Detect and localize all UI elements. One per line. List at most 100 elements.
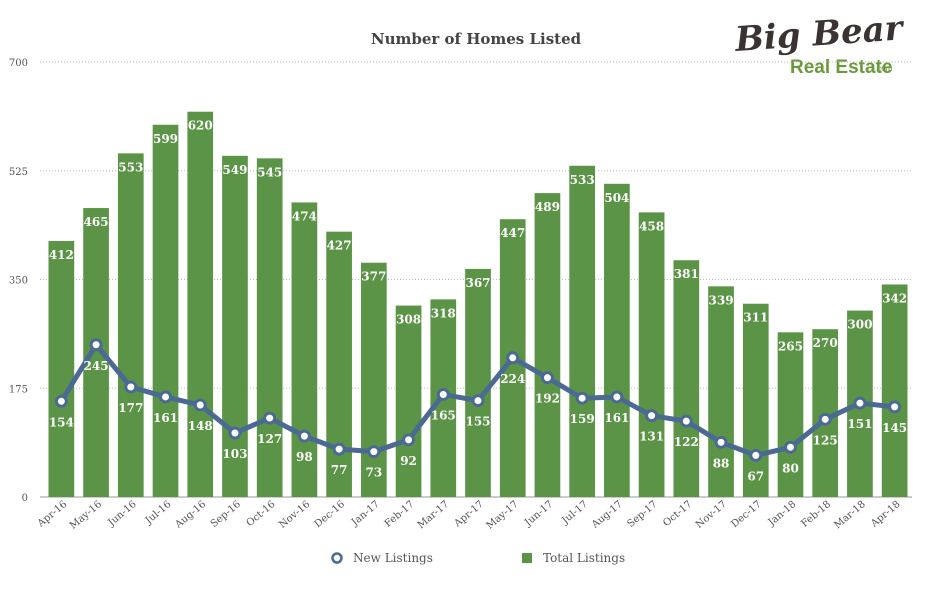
x-tick-label: Jul-16 <box>143 499 174 527</box>
bar <box>708 286 734 497</box>
line-point <box>679 414 693 428</box>
line-point <box>714 435 728 449</box>
bar-value-label: 265 <box>778 339 803 353</box>
bar <box>326 231 352 497</box>
line-point <box>540 371 554 385</box>
x-tick-label: Aug-17 <box>589 499 625 531</box>
logo-subtitle: Real Estate <box>790 57 892 78</box>
x-tick-label: Jul-17 <box>559 499 590 527</box>
x-tick-label: Oct-16 <box>245 499 278 529</box>
line-point <box>471 394 485 408</box>
line-value-label: 125 <box>813 433 838 447</box>
chart-title: Number of Homes Listed <box>371 30 582 48</box>
legend-marker-total-listings <box>522 553 532 563</box>
line-value-label: 245 <box>84 359 109 373</box>
line-point <box>193 398 207 412</box>
bar <box>534 193 561 497</box>
line-point <box>610 390 624 404</box>
bar-value-label: 458 <box>639 219 664 233</box>
bar-value-label: 553 <box>118 160 143 174</box>
x-tick-label: Nov-17 <box>694 499 729 531</box>
bar-value-label: 339 <box>709 293 734 307</box>
bar-value-label: 599 <box>153 132 178 146</box>
line-value-label: 77 <box>331 463 348 477</box>
line-point <box>436 387 450 401</box>
line-value-label: 151 <box>847 417 872 431</box>
y-axis: 0 175 350 525 700 <box>9 58 28 504</box>
line-value-label: 131 <box>639 430 664 444</box>
line-value-label: 192 <box>535 392 560 406</box>
x-tick-label: Sep-17 <box>625 499 659 530</box>
legend-item-new-listings[interactable]: New Listings <box>331 551 433 565</box>
x-tick-label: Dec-17 <box>729 499 763 530</box>
bar-value-label: 300 <box>847 318 872 332</box>
x-tick-label: Mar-18 <box>832 499 867 531</box>
bar-series <box>48 111 908 498</box>
line-value-label: 103 <box>222 447 247 461</box>
bar-value-label: 489 <box>535 200 560 214</box>
x-tick-label: Feb-18 <box>799 499 833 530</box>
line-series <box>54 338 902 462</box>
x-tick-label: Jan-18 <box>766 499 799 529</box>
line-point <box>575 391 589 405</box>
line-point <box>367 445 381 459</box>
bar <box>360 262 387 497</box>
legend-label-new-listings: New Listings <box>353 551 433 565</box>
x-tick-label: May-16 <box>68 499 104 532</box>
line-value-label: 145 <box>882 421 907 435</box>
bar <box>673 260 700 497</box>
legend-item-total-listings[interactable]: Total Listings <box>522 551 625 565</box>
line-point <box>888 400 902 414</box>
bar <box>291 202 318 497</box>
bar-value-label: 412 <box>49 248 74 262</box>
line-point <box>159 390 173 404</box>
line-value-label: 224 <box>500 372 525 386</box>
bar <box>465 268 491 497</box>
line-point <box>645 409 659 423</box>
line-point <box>332 442 346 456</box>
line-point <box>54 394 68 408</box>
y-tick-label: 525 <box>9 167 28 178</box>
bar <box>222 155 248 498</box>
bar <box>395 305 422 497</box>
bar-value-label: 504 <box>604 191 629 205</box>
line-point <box>783 440 797 454</box>
line-value-label: 67 <box>747 469 764 483</box>
line-point <box>749 448 763 462</box>
x-tick-label: Apr-17 <box>452 499 486 530</box>
x-tick-label: Apr-18 <box>868 499 902 530</box>
bar <box>117 153 144 497</box>
logo-brand: Big Bear <box>733 8 906 60</box>
bar-value-label: 342 <box>882 291 907 305</box>
line-point <box>818 412 832 426</box>
bar <box>742 303 769 497</box>
line-point <box>402 433 416 447</box>
x-tick-label: Mar-17 <box>416 499 451 531</box>
x-tick-label: Jun-16 <box>106 499 139 529</box>
bar <box>569 165 596 497</box>
bar-value-label: 620 <box>188 119 213 133</box>
bar <box>638 212 665 497</box>
x-tick-label: Dec-16 <box>313 499 347 530</box>
bar-value-label: 545 <box>257 165 282 179</box>
bar-value-label: 381 <box>674 267 699 281</box>
logo: Big Bear Real Estate .com <box>733 8 906 78</box>
line-value-label: 148 <box>188 419 213 433</box>
bar <box>48 240 75 497</box>
bar-value-label: 311 <box>743 311 768 325</box>
y-tick-label: 0 <box>22 493 28 504</box>
x-tick-label: Jun-17 <box>522 499 555 529</box>
line-value-label: 127 <box>257 432 282 446</box>
bar-value-label: 367 <box>465 276 490 290</box>
line-point <box>89 338 103 352</box>
x-tick-label: Nov-16 <box>277 499 312 531</box>
bar-value-label: 270 <box>813 336 838 350</box>
line-value-label: 80 <box>782 461 799 475</box>
bar <box>152 124 179 497</box>
line-labels: 154 245 177 161 148 103 127 98 77 73 92 165 155 224 19… <box>49 359 907 484</box>
x-tick-label: Jan-17 <box>349 499 382 529</box>
bar <box>881 284 908 497</box>
line-point <box>263 411 277 425</box>
